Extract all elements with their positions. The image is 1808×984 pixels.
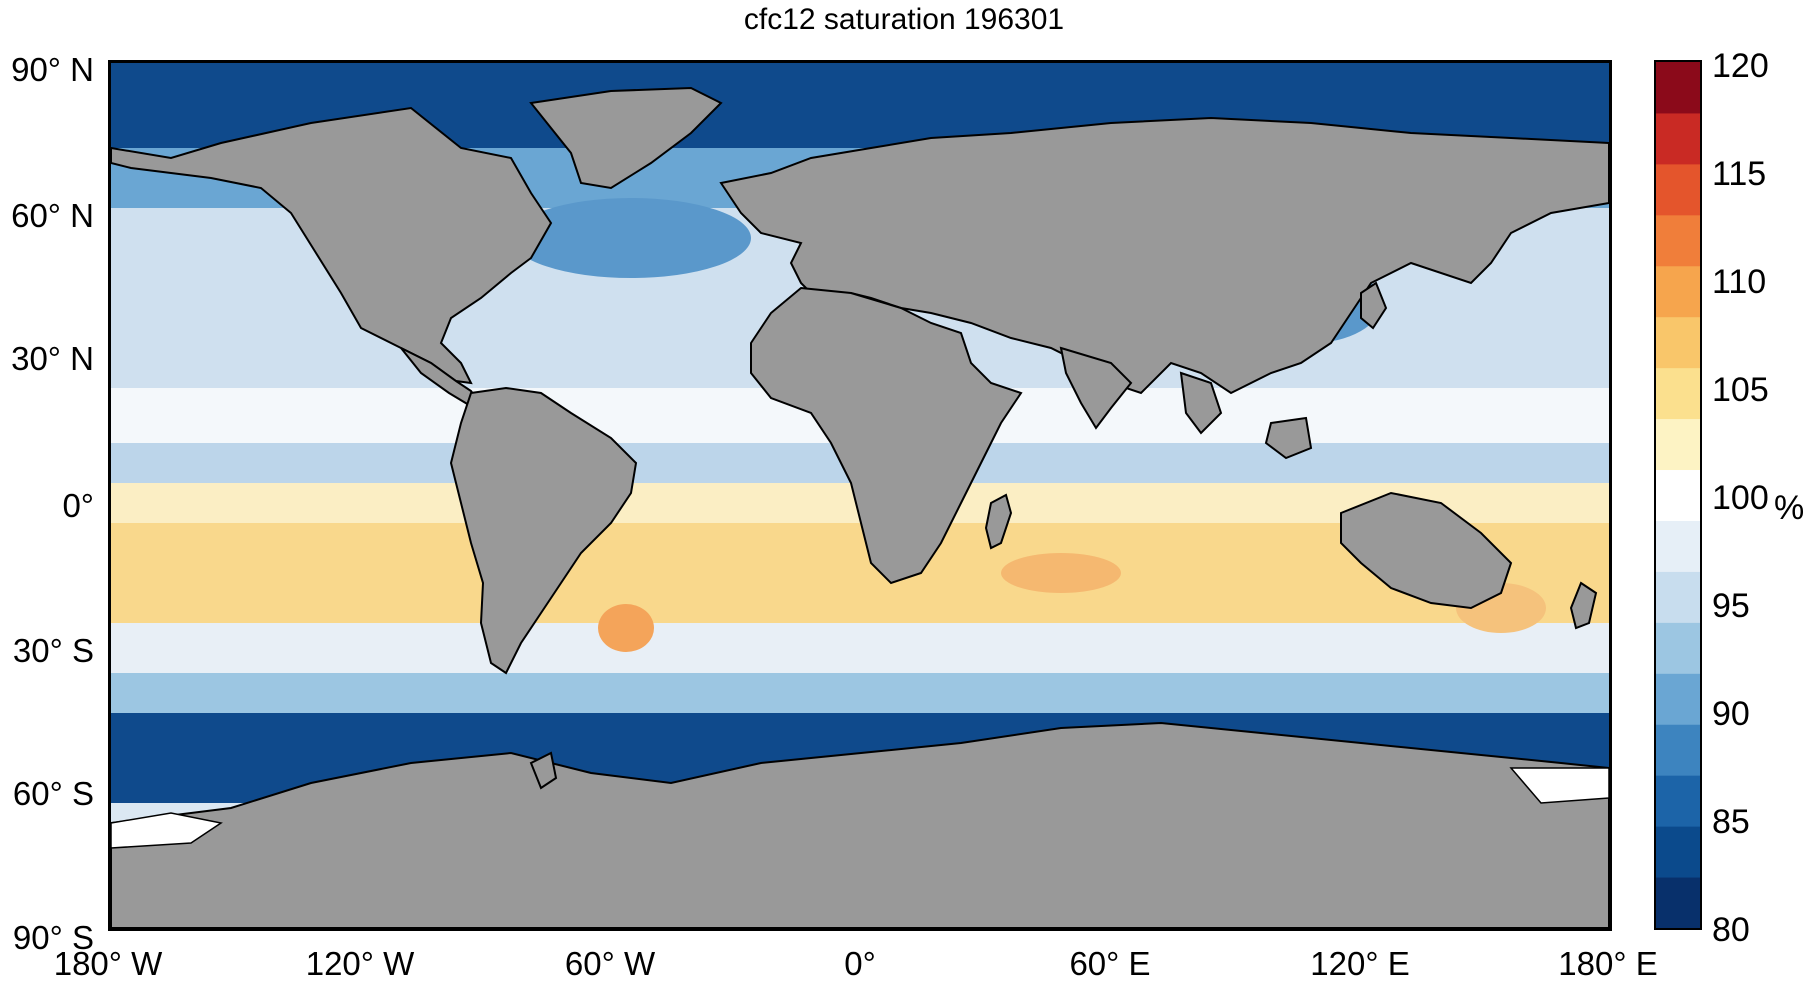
borneo bbox=[1264, 416, 1313, 460]
map-title: cfc12 saturation 196301 bbox=[743, 3, 1065, 36]
north-america bbox=[111, 106, 553, 385]
colorbar-band bbox=[1656, 571, 1700, 623]
lat-tick-90n: 90° N bbox=[11, 51, 94, 88]
colorbar-tick-80: 80 bbox=[1712, 911, 1750, 949]
lon-tick-180e: 180° E bbox=[1558, 945, 1658, 982]
south-america bbox=[449, 386, 638, 675]
colorbar-tick-120: 120 bbox=[1712, 47, 1769, 85]
colorbar-band bbox=[1656, 724, 1700, 776]
lat-tick-60s: 60° S bbox=[12, 775, 94, 812]
map-plot-area[interactable] bbox=[108, 60, 1612, 931]
colorbar-band bbox=[1656, 265, 1700, 318]
colorbar-band bbox=[1656, 775, 1700, 827]
world-map bbox=[111, 63, 1609, 928]
antarctic-peninsula bbox=[529, 751, 558, 790]
north-atlantic-blue bbox=[511, 198, 751, 278]
lon-tick-60e: 60° E bbox=[1069, 945, 1151, 982]
brazil-confluence-hotspot bbox=[598, 604, 654, 652]
colorbar-band bbox=[1656, 112, 1700, 165]
colorbar-tick-115: 115 bbox=[1712, 155, 1767, 193]
colorbar-band bbox=[1656, 877, 1700, 928]
colorbar-tick-100: 100 bbox=[1712, 479, 1769, 517]
ice-shelf-west bbox=[111, 812, 223, 849]
colorbar-band bbox=[1656, 520, 1700, 572]
colorbar-tick-90: 90 bbox=[1712, 695, 1750, 733]
madagascar bbox=[984, 493, 1013, 550]
colorbar-band bbox=[1656, 469, 1700, 521]
south-indian-hotspot bbox=[1001, 553, 1121, 593]
colorbar-tick-95: 95 bbox=[1712, 587, 1750, 625]
colorbar bbox=[1654, 60, 1702, 930]
lat-tick-30s: 30° S bbox=[12, 632, 94, 669]
lon-tick-120e: 120° E bbox=[1310, 945, 1410, 982]
indian-subcontinent bbox=[1059, 346, 1133, 430]
colorbar-tick-105: 105 bbox=[1712, 371, 1769, 409]
lat-tick-0: 0° bbox=[62, 487, 94, 524]
lon-tick-120w: 120° W bbox=[305, 945, 415, 982]
colorbar-band bbox=[1656, 826, 1700, 878]
colorbar-band bbox=[1656, 163, 1700, 216]
colorbar-band bbox=[1656, 62, 1700, 114]
australia bbox=[1340, 491, 1513, 610]
colorbar-band bbox=[1656, 418, 1700, 471]
lat-tick-60n: 60° N bbox=[11, 197, 94, 234]
colorbar-band bbox=[1656, 367, 1700, 420]
colorbar-band bbox=[1656, 316, 1700, 369]
lat-tick-90s: 90° S bbox=[12, 919, 94, 956]
colorbar-gradient bbox=[1656, 62, 1700, 928]
colorbar-tick-110: 110 bbox=[1712, 263, 1767, 301]
southeast-asia bbox=[1179, 371, 1223, 435]
colorbar-band bbox=[1656, 673, 1700, 725]
japan bbox=[1360, 281, 1388, 330]
lon-tick-180w: 180° W bbox=[53, 945, 163, 982]
ice-shelf-east bbox=[1509, 767, 1609, 804]
colorbar-unit: % bbox=[1774, 489, 1805, 527]
lon-tick-0: 0° bbox=[844, 945, 876, 982]
lat-tick-30n: 30° N bbox=[11, 340, 94, 377]
africa bbox=[750, 286, 1023, 585]
new-zealand bbox=[1569, 581, 1598, 630]
lon-tick-60w: 60° W bbox=[564, 945, 656, 982]
greenland bbox=[529, 86, 723, 190]
colorbar-band bbox=[1656, 622, 1700, 674]
colorbar-band bbox=[1656, 214, 1700, 267]
colorbar-tick-85: 85 bbox=[1712, 803, 1750, 841]
antarctica bbox=[111, 721, 1609, 928]
